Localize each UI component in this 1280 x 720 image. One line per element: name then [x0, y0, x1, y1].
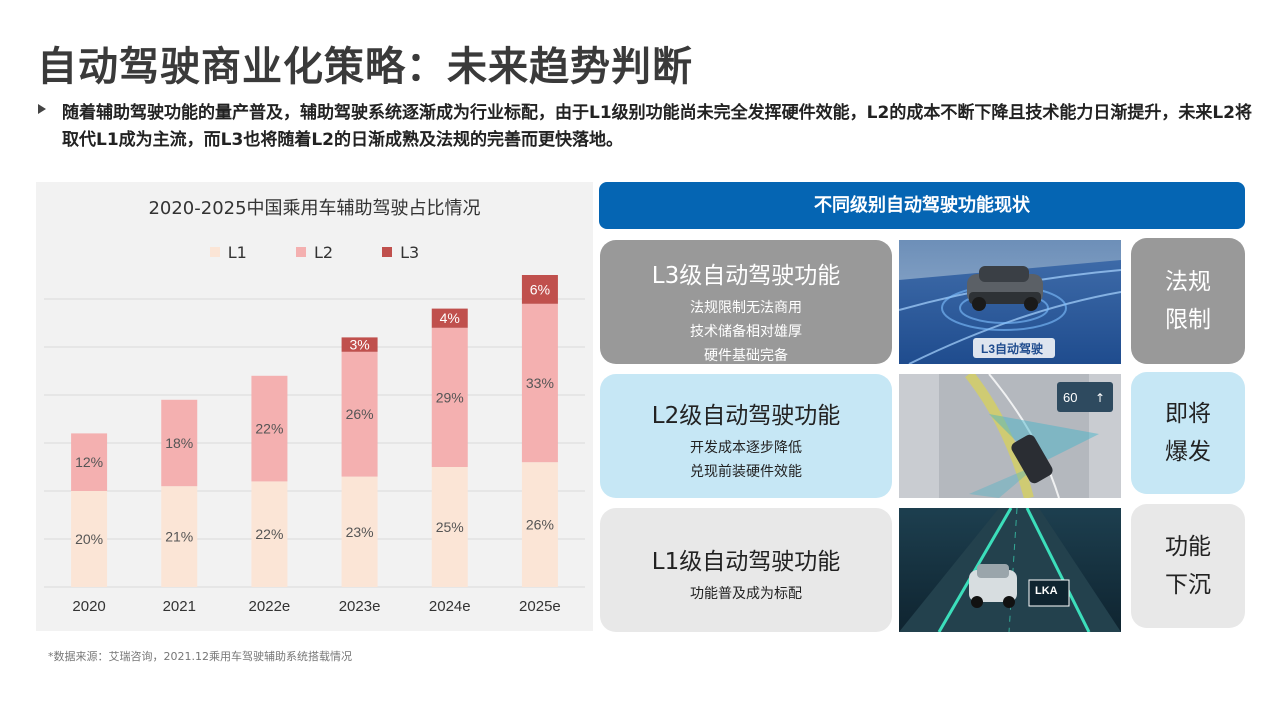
level-point: 兑现前装硬件效能	[690, 464, 802, 480]
svg-text:↑: ↑	[1095, 391, 1105, 405]
level-title-l2: L2级自动驾驶功能	[651, 403, 841, 429]
status-panel-header: 不同级别自动驾驶功能现状	[599, 182, 1245, 229]
page-title: 自动驾驶商业化策略：未来趋势判断	[37, 44, 693, 90]
data-label: 4%	[440, 310, 460, 326]
data-label: 25%	[436, 519, 464, 535]
bar-l3-2025e	[521, 275, 558, 304]
bar-l1-2024e	[431, 467, 468, 587]
x-tick-label: 2023e	[339, 598, 381, 615]
level-point: 硬件基础完备	[704, 348, 788, 364]
x-tick-label: 2021	[163, 598, 196, 615]
status-text: 限制	[1165, 307, 1211, 333]
bar-l2-2022e	[251, 375, 288, 482]
legend-label-l2: L2	[313, 242, 334, 262]
data-label: 29%	[436, 389, 464, 405]
data-label: 26%	[526, 517, 554, 533]
bar-l2-2024e	[431, 327, 468, 467]
legend-label-l1: L1	[227, 242, 247, 262]
legend-swatch-l2	[295, 247, 306, 257]
chart-legend: L1 L2 L3	[36, 242, 593, 262]
data-label: 21%	[165, 529, 193, 545]
l2-topdown-car-image: 60 ↑	[899, 374, 1121, 498]
l3-image-caption: L3自动驾驶	[981, 341, 1043, 356]
l1-lane-keep-image: LKA	[899, 508, 1121, 632]
data-label: 6%	[530, 281, 550, 297]
level-title-l3: L3级自动驾驶功能	[651, 263, 841, 289]
legend-item-l3: L3	[382, 243, 419, 262]
data-label: 18%	[165, 435, 193, 451]
x-tick-label: 2024e	[429, 598, 471, 615]
level-point: 法规限制无法商用	[690, 300, 802, 316]
status-text: 法规	[1165, 269, 1211, 295]
status-text: 功能	[1165, 534, 1211, 560]
level-title-l1: L1级自动驾驶功能	[651, 549, 841, 575]
bar-l1-2021	[161, 486, 198, 587]
status-badge-l2: 即将 爆发	[1131, 372, 1245, 494]
level-card-l3: L3级自动驾驶功能 法规限制无法商用 技术储备相对雄厚 硬件基础完备	[600, 240, 892, 364]
bar-l1-2020	[71, 491, 108, 587]
chart-title: 2020-2025中国乘用车辅助驾驶占比情况	[148, 198, 481, 219]
data-label: 22%	[255, 421, 283, 437]
bar-l2-2020	[71, 433, 108, 491]
legend-swatch-l1	[209, 247, 220, 257]
data-source-note: *数据来源：艾瑞咨询，2021.12乘用车驾驶辅助系统搭载情况	[48, 650, 352, 663]
l2-image-speed: 60	[1063, 390, 1077, 405]
data-label: 3%	[349, 337, 369, 353]
bar-l1-2022e	[251, 481, 288, 587]
bar-l3-2024e	[431, 308, 468, 328]
status-text: 下沉	[1165, 572, 1211, 598]
bar-l1-2025e	[521, 462, 558, 587]
legend-swatch-l3	[382, 247, 393, 257]
level-point: 功能普及成为标配	[690, 586, 802, 602]
bar-l3-2023e	[341, 337, 378, 352]
stacked-bar-chart: 20% 12% 2020 21% 18% 2021 22% 22% 2022e 23% 26% 3% 2…	[44, 275, 585, 615]
bar-l2-2025e	[521, 303, 558, 463]
data-label: 12%	[75, 454, 103, 470]
summary-text: 随着辅助驾驶功能的量产普及，辅助驾驶系统逐渐成为行业标配，由于L1级别功能尚未完…	[62, 103, 1252, 150]
x-tick-label: 2022e	[249, 598, 291, 615]
legend-item-l2: L2	[295, 242, 334, 262]
status-text: 即将	[1165, 401, 1211, 427]
x-tick-label: 2020	[72, 598, 105, 615]
x-tick-label: 2025e	[519, 598, 561, 615]
bar-chart-panel: 20% 12% 2020 21% 18% 2021 22% 22% 2022e 23% 26% 3% 2…	[36, 182, 593, 631]
l3-suv-highway-image: L3自动驾驶	[899, 240, 1121, 364]
data-label: 22%	[255, 526, 283, 542]
data-label: 20%	[75, 531, 103, 547]
legend-label-l3: L3	[400, 242, 420, 262]
level-point: 开发成本逐步降低	[690, 440, 802, 456]
status-text: 爆发	[1165, 439, 1211, 465]
l1-image-caption: LKA	[1035, 585, 1058, 597]
level-point: 技术储备相对雄厚	[690, 324, 802, 340]
level-card-l2: L2级自动驾驶功能 开发成本逐步降低 兑现前装硬件效能	[600, 374, 892, 498]
status-badge-l3: 法规 限制	[1131, 238, 1245, 364]
status-badge-l1: 功能 下沉	[1131, 504, 1245, 628]
level-card-l1: L1级自动驾驶功能 功能普及成为标配	[600, 508, 892, 632]
data-label: 33%	[526, 375, 554, 391]
bullet-arrow-icon	[38, 104, 46, 114]
data-label: 23%	[346, 524, 374, 540]
bar-l2-2021	[161, 399, 198, 487]
bar-l1-2023e	[341, 476, 378, 587]
legend-item-l1: L1	[209, 242, 247, 262]
data-label: 26%	[346, 406, 374, 422]
bar-l2-2023e	[341, 351, 378, 477]
